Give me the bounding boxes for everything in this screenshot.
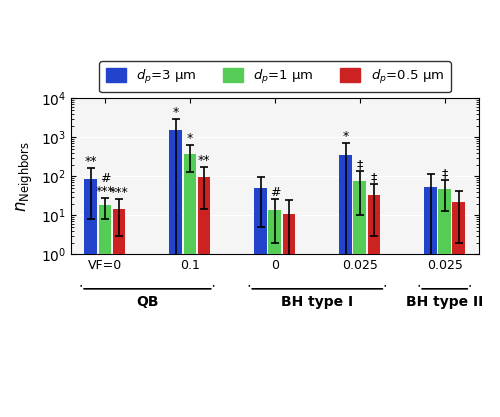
Bar [254,188,267,417]
Bar [282,214,296,417]
Text: *: * [342,131,348,143]
Text: ‡: ‡ [370,171,377,184]
Text: #: # [270,186,280,199]
Bar [112,208,126,417]
Bar [354,181,366,417]
Text: QB: QB [136,295,158,309]
Bar [424,186,437,417]
Bar [98,206,112,417]
Text: ***: *** [110,186,128,198]
Legend: $d_p$=3 μm, $d_p$=1 μm, $d_p$=0.5 μm: $d_p$=3 μm, $d_p$=1 μm, $d_p$=0.5 μm [99,61,451,93]
Bar [198,177,210,417]
Text: ‡: ‡ [442,166,448,180]
Text: **: ** [198,154,210,167]
Bar [339,155,352,417]
Text: #
***: # *** [96,172,114,198]
Y-axis label: $n_{\mathrm{Neighbors}}$: $n_{\mathrm{Neighbors}}$ [15,141,35,212]
Bar [84,178,97,417]
Bar [170,131,182,417]
Text: *: * [172,106,179,119]
Text: BH type II: BH type II [406,295,483,309]
Bar [438,189,451,417]
Text: **: ** [84,155,97,168]
Text: BH type I: BH type I [281,295,353,309]
Bar [452,202,465,417]
Bar [368,195,380,417]
Bar [184,154,196,417]
Bar [268,210,281,417]
Text: *: * [187,132,193,145]
Text: ‡: ‡ [356,158,363,171]
